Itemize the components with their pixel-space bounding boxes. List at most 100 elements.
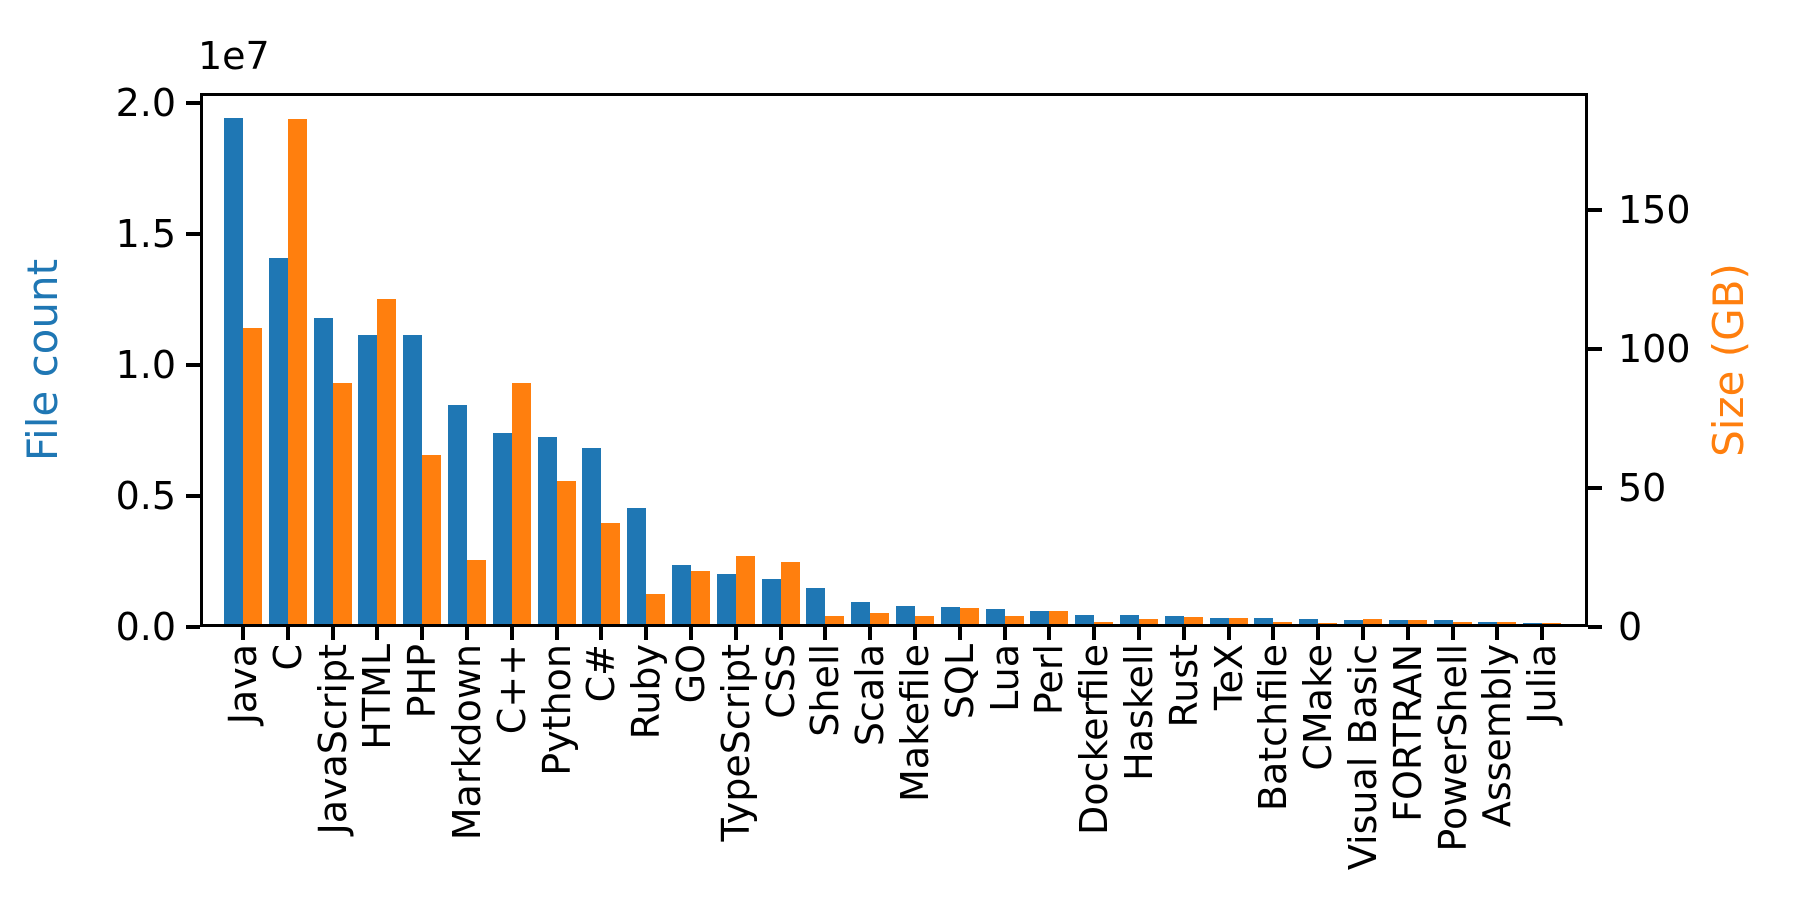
x-tick-label-javascript: JavaScript xyxy=(310,644,355,835)
bar-files-python xyxy=(537,436,557,624)
bar-files-cmake xyxy=(1299,619,1319,624)
x-axis-tick xyxy=(1137,627,1141,640)
left-axis-tick xyxy=(186,494,200,499)
x-tick-label-fortran: FORTRAN xyxy=(1385,644,1430,822)
plot-area xyxy=(200,93,1588,627)
bar-files-shell xyxy=(806,588,826,624)
right-axis-tick-label: 100 xyxy=(1618,326,1691,371)
left-axis-tick-label: 0.0 xyxy=(115,605,176,649)
left-axis-tick xyxy=(186,363,200,368)
x-tick-label-perl: Perl xyxy=(1027,644,1072,716)
x-axis-tick xyxy=(778,627,783,640)
x-tick-label-rust: Rust xyxy=(1161,644,1206,728)
x-axis-tick xyxy=(1495,627,1500,640)
bar-size-makefile xyxy=(915,616,934,624)
bar-files-csharp xyxy=(582,447,602,624)
bar-size-cplusplus xyxy=(511,382,531,624)
x-axis-tick xyxy=(823,627,828,640)
bar-size-javascript xyxy=(332,382,352,624)
bar-size-julia xyxy=(1542,623,1562,624)
x-axis-tick xyxy=(1181,627,1186,640)
right-axis-tick xyxy=(1588,346,1602,351)
x-tick-label-lua: Lua xyxy=(982,644,1027,712)
bar-size-cmake xyxy=(1318,622,1338,624)
bar-size-ruby xyxy=(646,593,666,624)
bar-size-html xyxy=(377,299,397,624)
bar-files-typescript xyxy=(716,573,736,624)
x-axis-tick xyxy=(599,627,604,640)
bar-size-java xyxy=(243,327,262,624)
bar-files-julia xyxy=(1523,622,1543,624)
bar-files-css xyxy=(761,579,781,624)
bar-size-tex xyxy=(1228,617,1248,624)
bar-files-cplusplus xyxy=(492,432,512,624)
bar-files-java xyxy=(224,118,243,624)
x-tick-label-java: Java xyxy=(221,644,265,725)
bar-files-go xyxy=(672,565,691,624)
bar-files-markdown xyxy=(448,404,467,624)
bar-size-dockerfile xyxy=(1094,622,1114,624)
bar-size-go xyxy=(691,570,710,624)
bar-files-ruby xyxy=(627,508,647,624)
left-axis-tick-label: 1.0 xyxy=(115,343,176,388)
x-tick-label-markdown: Markdown xyxy=(445,644,489,841)
x-axis-tick xyxy=(1405,627,1410,640)
x-axis-tick xyxy=(1361,627,1365,640)
right-axis-tick xyxy=(1588,207,1602,212)
x-tick-label-csharp: C# xyxy=(579,644,624,703)
bar-files-html xyxy=(358,334,378,624)
bar-size-haskell xyxy=(1139,618,1158,624)
bar-files-tex xyxy=(1209,617,1229,624)
x-axis-tick xyxy=(509,627,514,640)
bar-files-perl xyxy=(1030,611,1050,624)
right-axis-tick xyxy=(1588,485,1602,490)
x-tick-label-julia: Julia xyxy=(1520,644,1565,724)
x-tick-label-scala: Scala xyxy=(848,644,893,747)
x-axis-tick xyxy=(1226,627,1231,640)
bar-size-typescript xyxy=(735,556,755,624)
x-tick-label-powershell: PowerShell xyxy=(1430,644,1475,852)
x-axis-tick xyxy=(913,627,917,640)
x-tick-label-makefile: Makefile xyxy=(893,644,937,802)
y-axis-offset-text: 1e7 xyxy=(198,34,270,78)
x-axis-tick xyxy=(1450,627,1455,640)
x-axis-tick xyxy=(1047,627,1052,640)
bar-files-rust xyxy=(1164,615,1184,624)
bar-files-scala xyxy=(851,602,871,624)
x-axis-tick xyxy=(285,627,290,640)
x-tick-label-tex: TeX xyxy=(1206,644,1251,711)
x-axis-tick xyxy=(1540,627,1545,640)
x-axis-tick xyxy=(733,627,738,640)
bar-size-fortran xyxy=(1407,619,1427,624)
right-axis-tick-label: 150 xyxy=(1618,187,1691,232)
bar-size-assembly xyxy=(1497,621,1517,624)
bar-size-rust xyxy=(1183,616,1203,624)
right-axis-tick xyxy=(1588,625,1602,629)
x-axis-tick xyxy=(1092,627,1097,640)
bar-files-powershell xyxy=(1433,620,1453,624)
bar-size-lua xyxy=(1004,616,1024,624)
bar-size-sql xyxy=(959,608,979,624)
x-axis-tick xyxy=(1002,627,1007,640)
right-axis-tick-label: 0 xyxy=(1618,605,1643,649)
right-axis-tick-label: 50 xyxy=(1618,465,1667,510)
x-tick-label-html: HTML xyxy=(355,644,400,750)
left-axis-tick-label: 1.5 xyxy=(115,212,176,257)
x-axis-tick xyxy=(1271,627,1276,640)
x-tick-label-c: C xyxy=(265,644,310,671)
bar-size-php xyxy=(422,455,442,624)
bar-files-c xyxy=(268,257,288,624)
bar-files-sql xyxy=(940,607,960,624)
bar-files-haskell xyxy=(1120,615,1139,624)
left-axis-tick-label: 2.0 xyxy=(115,81,176,126)
x-tick-label-typescript: TypeScript xyxy=(713,644,758,842)
bar-files-makefile xyxy=(896,606,915,624)
bar-files-lua xyxy=(985,609,1005,624)
x-axis-tick xyxy=(689,627,693,640)
bar-files-php xyxy=(403,334,423,624)
bar-files-javascript xyxy=(313,317,333,624)
x-axis-tick xyxy=(375,627,380,640)
x-tick-label-shell: Shell xyxy=(803,644,848,737)
x-tick-label-cplusplus: C++ xyxy=(489,644,534,735)
